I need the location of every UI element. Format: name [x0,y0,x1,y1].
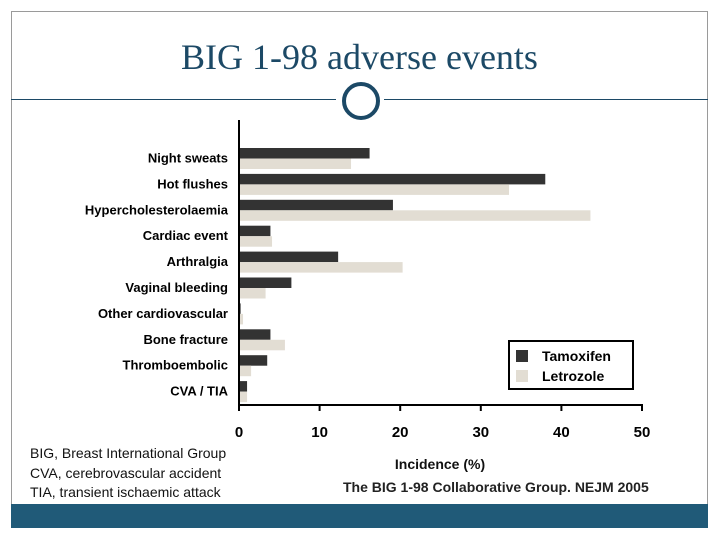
x-tick-label-50: 50 [634,424,651,441]
bar-letrozole-vaginal-bleeding [239,288,266,299]
footer-bar [11,504,708,528]
category-label-cva-tia: CVA / TIA [170,384,228,399]
x-tick-label-0: 0 [235,424,243,441]
legend-swatch-letrozole [516,370,528,382]
footnote-big: BIG, Breast International Group [30,445,227,461]
slide-title: BIG 1-98 adverse events [181,37,538,77]
bar-letrozole-hot-flushes [239,184,510,195]
bar-tamoxifen-bone-fracture [239,329,271,340]
x-axis-label: Incidence (%) [395,456,485,472]
category-label-thromboembolic: Thromboembolic [123,358,228,373]
bar-tamoxifen-night-sweats [239,148,370,159]
bar-letrozole-arthralgia [239,262,403,273]
bar-tamoxifen-arthralgia [239,251,339,263]
bar-letrozole-cardiac-event [239,236,273,247]
footnote-cva: CVA, cerebrovascular accident [30,465,222,481]
divider-ring-icon [342,82,380,120]
bar-tamoxifen-hot-flushes [239,173,546,185]
citation: The BIG 1-98 Collaborative Group. NEJM 2… [343,479,649,495]
category-label-vaginal-bleeding: Vaginal bleeding [125,280,228,295]
x-tick-label-10: 10 [311,424,328,441]
footnote-tia: TIA, transient ischaemic attack [30,484,221,500]
legend-label-letrozole: Letrozole [542,368,605,384]
bar-letrozole-bone-fracture [239,339,285,351]
bar-tamoxifen-vaginal-bleeding [239,277,292,288]
title-divider-right [384,99,708,100]
legend-item-tamoxifen: Tamoxifen [516,347,611,365]
x-tick-label-30: 30 [472,424,489,441]
x-tick-label-40: 40 [553,424,570,441]
category-label-hot-flushes: Hot flushes [157,176,228,191]
bar-tamoxifen-cva-tia [239,381,248,392]
category-label-other-cardiovascular: Other cardiovascular [98,306,228,321]
x-tick-label-20: 20 [392,424,409,441]
legend-label-tamoxifen: Tamoxifen [542,348,611,364]
bar-letrozole-hypercholesterolaemia [239,210,591,221]
bar-letrozole-night-sweats [239,158,352,169]
bar-letrozole-thromboembolic [239,365,252,377]
category-label-bone-fracture: Bone fracture [143,332,228,347]
category-label-arthralgia: Arthralgia [167,254,229,269]
bar-letrozole-other-cardiovascular [239,313,244,325]
chart-legend: Tamoxifen Letrozole [508,340,634,390]
bar-letrozole-cva-tia [239,391,248,403]
legend-swatch-tamoxifen [516,350,528,362]
category-label-hypercholesterolaemia: Hypercholesterolaemia [85,202,229,217]
title-divider-left [11,99,336,100]
bar-tamoxifen-hypercholesterolaemia [239,199,393,211]
category-label-night-sweats: Night sweats [148,151,228,166]
bar-tamoxifen-thromboembolic [239,355,268,366]
legend-item-letrozole: Letrozole [516,367,604,385]
bar-tamoxifen-cardiac-event [239,225,271,237]
category-label-cardiac-event: Cardiac event [143,228,229,243]
